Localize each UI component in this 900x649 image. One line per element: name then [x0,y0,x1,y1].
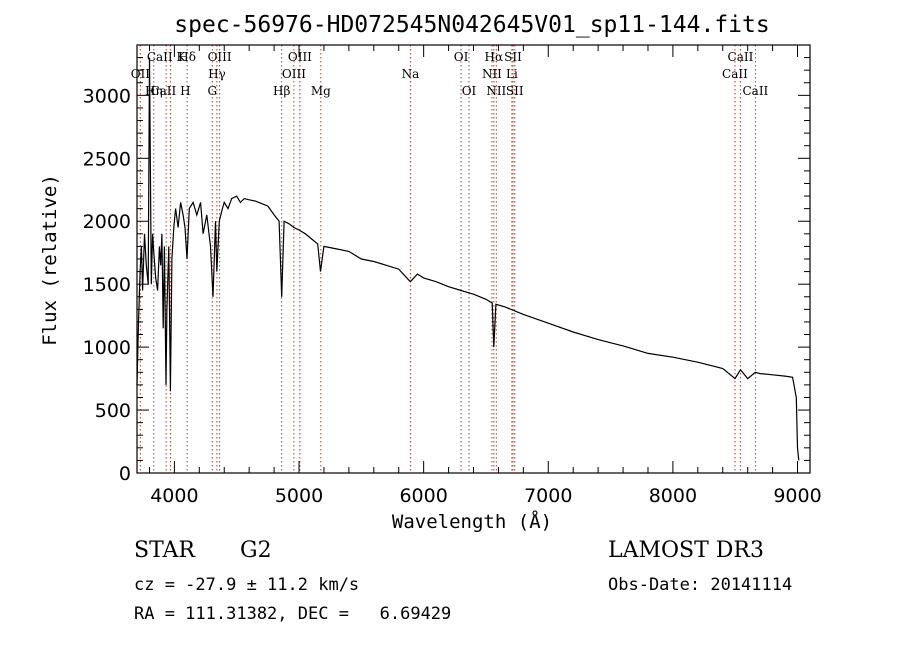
spectral-line-label: CaII [722,67,748,81]
y-tick-label: 1500 [83,274,131,296]
spectral-line-label: Hγ [208,67,226,81]
y-tick-label: 2500 [83,148,131,170]
flux-series-line [136,57,800,461]
y-tick-label: 500 [95,400,131,422]
coordinates: RA = 111.31382, DEC = 6.69429 [134,604,452,624]
x-tick-label: 8000 [649,485,697,507]
plot-frame [136,44,811,474]
spectral-line-label: Li [506,67,518,81]
y-tick-label: 1000 [83,337,131,359]
spectral-lines-layer [139,45,756,473]
chart-title: spec-56976-HD072545N042645V01_sp11-144.f… [174,12,769,38]
x-tick-label: 5000 [275,485,323,507]
spectral-line-label: NII [482,67,502,81]
spectral-line-label: NII [486,84,506,98]
spectral-line-label: OIII [282,67,306,81]
series-layer [136,57,800,461]
x-tick-label: 6000 [399,485,447,507]
axes: 4000 5000 6000 7000 8000 9000 0 500 1000 1500 2000… [83,44,822,507]
x-tick-label: 4000 [150,485,198,507]
spectral-line-label: OI [454,50,469,64]
spectral-line-label: G [207,84,217,98]
spectral-line-label: OIII [208,50,232,64]
spectral-line-label: CaII [742,84,768,98]
y-tick-label: 2000 [83,211,131,233]
spectral-line-label: Hβ [273,84,290,98]
spectral-line-label: OII [131,67,151,81]
spectral-line-label: CaII K [147,50,187,64]
spectral-line-label: Na [402,67,420,81]
y-tick-label: 0 [119,463,131,485]
spectral-line-label: Mg [311,84,331,98]
y-tick-label: 3000 [83,85,131,107]
x-axis-title: Wavelength (Å) [392,510,552,533]
spectral-line-label: Hδ [178,50,196,64]
spectral-line-label: CaII [728,50,754,64]
x-tick-label: 9000 [773,485,821,507]
spectral-line-label: SII [506,84,524,98]
spectral-line-label: CaII H [150,84,190,98]
object-subclass: G2 [240,538,272,563]
spectral-line-label: SII [504,50,522,64]
spectral-line-label: Hα [485,50,504,64]
obs-date: Obs-Date: 20141114 [608,575,793,595]
spectral-line-label: OIII [288,50,312,64]
y-axis-title: Flux (relative) [39,174,61,346]
x-tick-label: 7000 [524,485,572,507]
redshift-text: cz = -27.9 ± 11.2 km/s [134,575,360,595]
spectral-line-label: OI [462,84,477,98]
survey-label: LAMOST DR3 [608,538,764,563]
object-type: STAR [134,538,195,563]
